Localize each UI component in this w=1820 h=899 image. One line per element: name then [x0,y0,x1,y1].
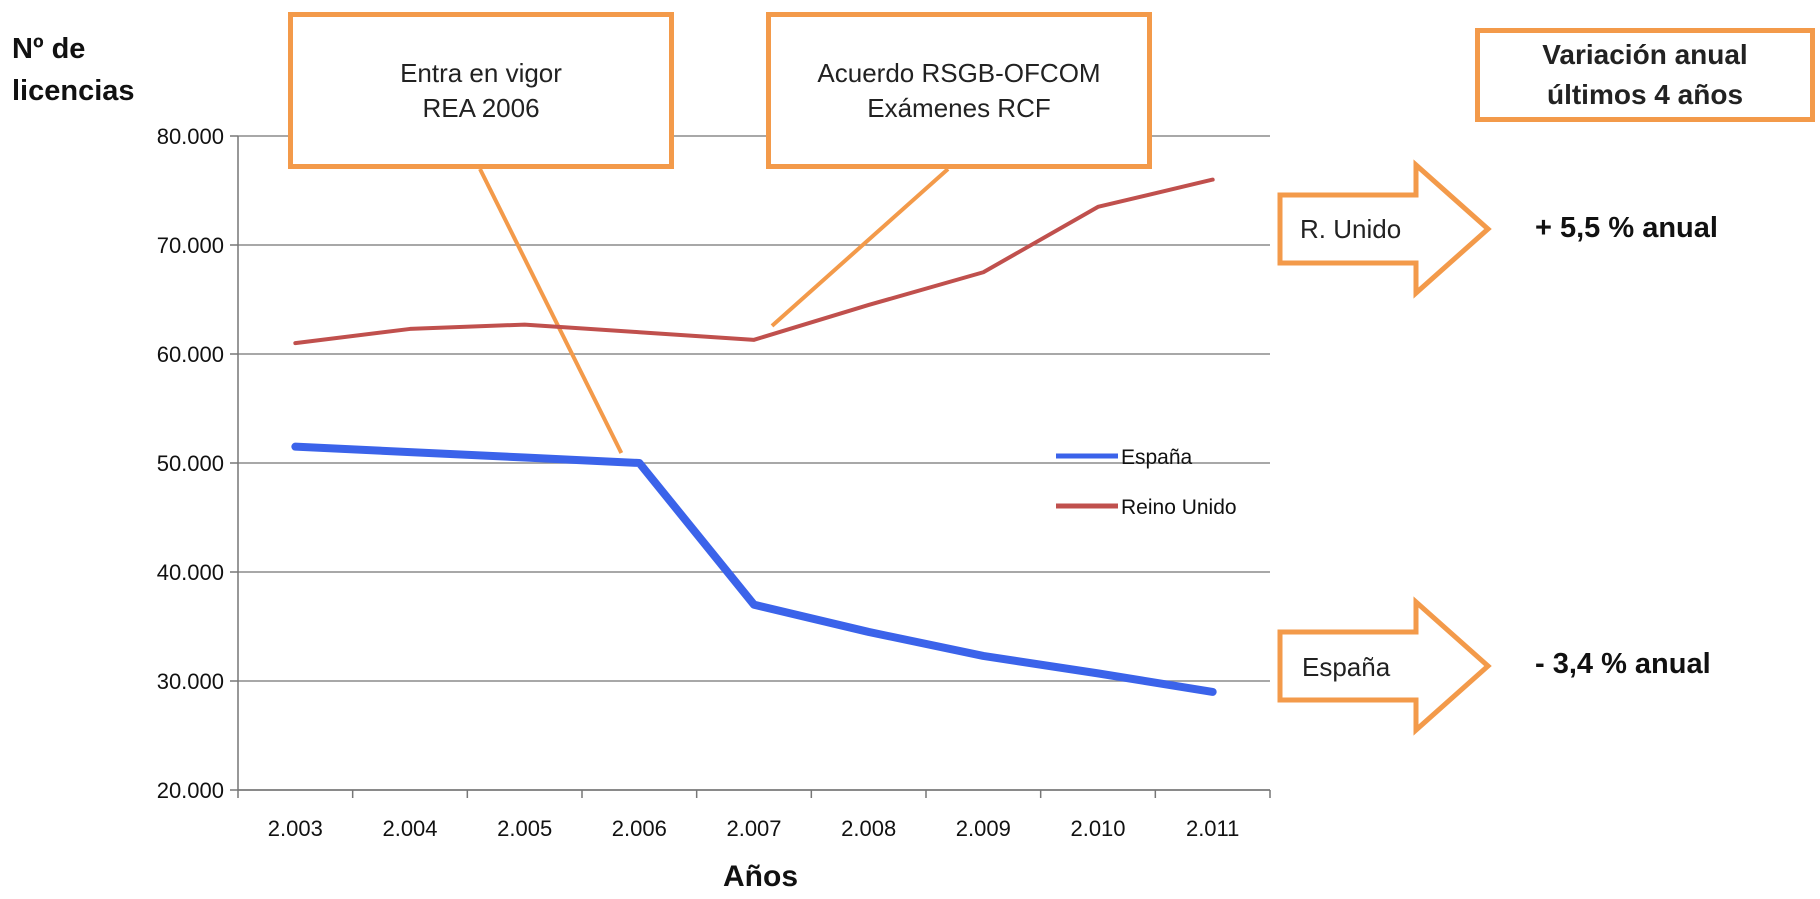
x-tick-label: 2.009 [956,816,1011,841]
x-tick-label: 2.011 [1186,816,1239,841]
y-tick-label: 70.000 [157,233,224,258]
x-tick-label: 2.005 [497,816,552,841]
annotation-rsgb-ofcom: Acuerdo RSGB-OFCOM Exámenes RCF [766,12,1152,169]
y-tick-label: 50.000 [157,451,224,476]
y-tick-label: 60.000 [157,342,224,367]
arrow-shapes [1277,159,1492,736]
x-tick-label: 2.006 [612,816,667,841]
x-tick-label: 2.007 [726,816,781,841]
arrow-shape-uk [1277,159,1492,299]
x-tick-label: 2.003 [268,816,323,841]
legend-label: España [1121,446,1193,469]
y-axis-label: Nº de licencias [12,33,135,107]
y-tick-label: 40.000 [157,560,224,585]
series-lines [291,177,1217,696]
annotation-rsgb-ofcom-text: Acuerdo RSGB-OFCOM Exámenes RCF [817,57,1101,123]
arrow-label-es: España [1302,652,1391,682]
rate-es: - 3,4 % anual [1535,648,1711,680]
x-axis-label: Años [723,860,798,893]
annotation-leaders [478,167,950,454]
series-line [293,177,1215,346]
gridlines [238,135,1270,791]
x-tick-label: 2.010 [1070,816,1125,841]
annotation-rea-2006-text: Entra en vigor REA 2006 [400,57,562,123]
series-line [291,442,1217,696]
legend: España Reino Unido [1056,446,1237,519]
arrow-label-uk: R. Unido [1300,214,1402,244]
arrow-shape-es [1277,596,1492,736]
y-tick-label: 80.000 [157,124,224,149]
y-tick-label: 20.000 [157,778,224,803]
annotation-leader-ofcom [770,167,950,328]
variation-title-box: Variación anual últimos 4 años [1475,28,1815,122]
variation-title: Variación anual últimos 4 años [1542,39,1748,110]
x-tick-label: 2.004 [382,816,437,841]
annotation-rea-2006: Entra en vigor REA 2006 [288,12,674,169]
rate-uk: + 5,5 % anual [1535,212,1718,244]
y-tick-label: 30.000 [157,669,224,694]
x-tick-label: 2.008 [841,816,896,841]
legend-label: Reino Unido [1121,496,1237,519]
axes: 20.000 30.000 40.000 50.000 60.000 70.000 80.0… [157,124,1271,841]
annotation-leader-rea [478,168,624,454]
